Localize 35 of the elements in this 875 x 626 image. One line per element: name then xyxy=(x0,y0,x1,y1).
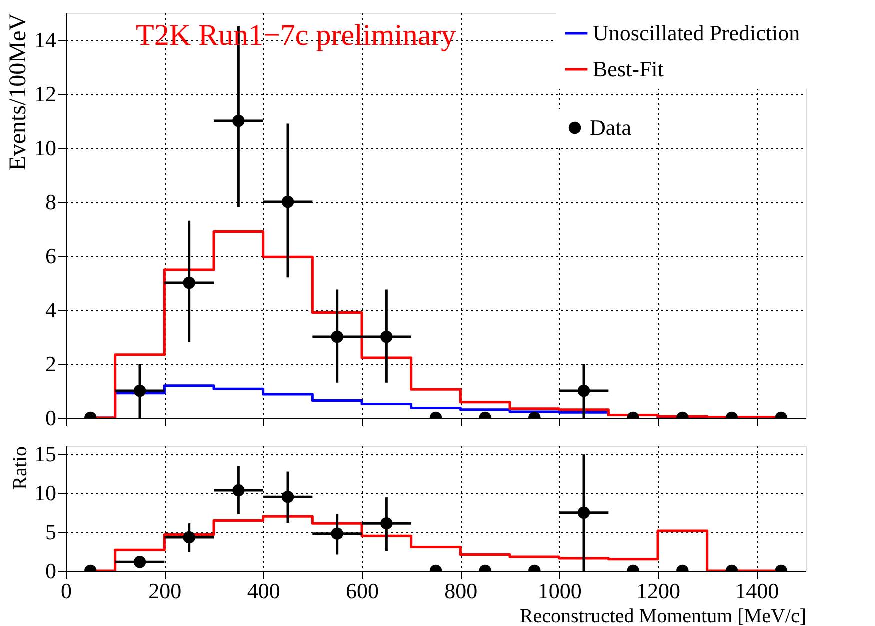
y-tick-label: 0 xyxy=(46,558,56,584)
y-tick-label: 12 xyxy=(34,82,56,106)
point xyxy=(183,276,196,290)
point xyxy=(282,196,294,208)
x-tick-label: 0 xyxy=(61,578,72,604)
y-tick-label: 2 xyxy=(46,352,56,376)
legend-label: Best-Fit xyxy=(593,56,664,82)
y-tick-label: 4 xyxy=(46,298,56,322)
y-tick-label: 6 xyxy=(46,244,56,268)
y-axis-title: Events/100MeV xyxy=(6,12,32,171)
y-tick-label: 5 xyxy=(46,519,56,544)
point xyxy=(380,517,393,530)
y-tick-label: 10 xyxy=(34,480,56,506)
point xyxy=(183,531,196,544)
point xyxy=(578,506,590,519)
point xyxy=(331,528,344,540)
point xyxy=(232,114,245,128)
y-tick-label: 15 xyxy=(34,441,56,466)
legend-label: Data xyxy=(590,115,632,140)
x-tick-label: 1200 xyxy=(636,578,680,604)
x-axis-title: Reconstructed Momentum [MeV/c] xyxy=(520,606,806,626)
y-tick-label: 10 xyxy=(34,136,56,160)
x-tick-label: 1000 xyxy=(538,578,582,604)
x-tick-label: 1400 xyxy=(735,578,780,604)
y-tick-label: 0 xyxy=(46,406,56,430)
point xyxy=(232,484,245,497)
y-axis-title: Ratio xyxy=(10,446,32,490)
x-tick-label: 200 xyxy=(148,578,182,604)
legend-label: Unoscillated Prediction xyxy=(593,20,800,46)
y-tick-label: 14 xyxy=(34,28,56,52)
x-tick-label: 600 xyxy=(346,578,379,604)
y-tick-label: 8 xyxy=(46,190,56,214)
x-tick-label: 800 xyxy=(444,578,478,604)
x-tick-label: 400 xyxy=(247,578,280,604)
point xyxy=(282,490,294,504)
